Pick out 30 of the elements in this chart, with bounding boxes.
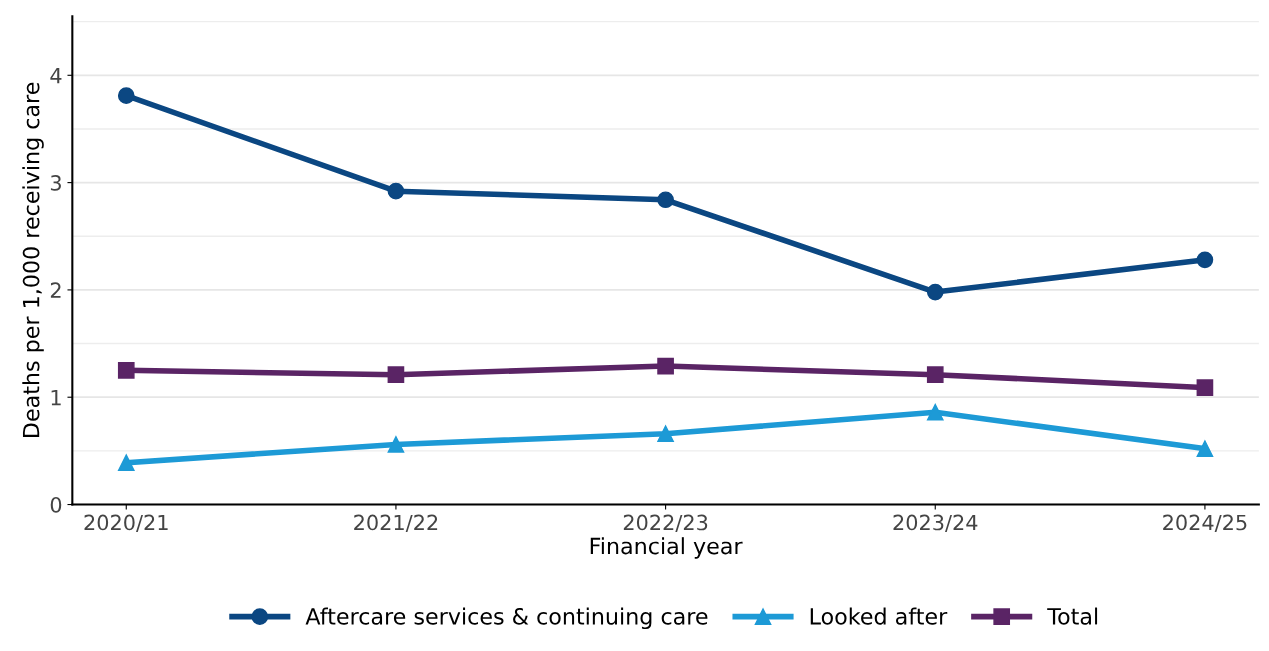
y-tick-label: 1 <box>51 389 61 406</box>
point <box>387 436 405 453</box>
point <box>926 403 944 421</box>
point <box>926 366 944 384</box>
y-tick-label: 3 <box>50 175 61 191</box>
x-tick-label: 2024/25 <box>1163 514 1247 533</box>
point <box>1196 379 1214 396</box>
point <box>657 425 674 443</box>
point <box>117 87 135 105</box>
legend-label: Total <box>1047 607 1098 625</box>
y-tick-label: 0 <box>50 496 62 513</box>
point <box>387 366 405 384</box>
point <box>117 362 135 379</box>
legend-label: Aftercare services & continuing care <box>305 607 708 630</box>
y-tick-label: 2 <box>50 282 61 298</box>
point <box>657 357 674 375</box>
legend-label: Looked after <box>810 607 948 625</box>
x-tick-label: 2023/24 <box>893 514 978 533</box>
point <box>926 283 944 301</box>
point <box>387 182 405 200</box>
x-axis-title: Financial year <box>590 537 743 559</box>
point <box>1196 251 1214 269</box>
point <box>657 191 674 209</box>
y-axis-title: Deaths per 1,000 receiving care <box>22 82 44 438</box>
x-tick-label: 2020/21 <box>84 514 168 533</box>
x-tick-label: 2022/23 <box>623 514 708 533</box>
point <box>117 454 135 472</box>
point <box>1196 440 1214 458</box>
x-tick-label: 2021/22 <box>354 514 438 533</box>
y-tick-label: 4 <box>50 68 62 84</box>
